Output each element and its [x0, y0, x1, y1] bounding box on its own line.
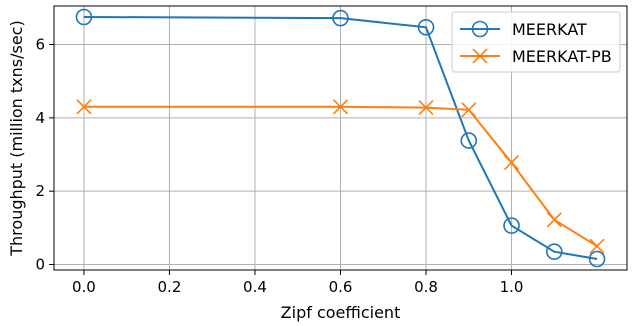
- x-tick-label: 0.6: [329, 278, 353, 296]
- x-tick-label: 0.2: [158, 278, 182, 296]
- legend-marker-meerkat: [471, 20, 489, 38]
- tick-layer: 0.0 0.2 0.4 0.6 0.8 1.0 0 2 4 6: [35, 36, 523, 297]
- x-marker-stroke: [589, 238, 605, 254]
- legend-label-meerkat: MEERKAT: [512, 20, 587, 39]
- data-point-meerkat: [460, 132, 478, 149]
- data-point-meerkat: [546, 243, 563, 260]
- data-point-meerkat-pb: [461, 102, 477, 118]
- data-point-meerkat: [417, 18, 435, 36]
- series-line-meerkat: [83, 16, 598, 260]
- legend: MEERKAT MEERKAT-PB: [451, 11, 621, 73]
- data-point-meerkat-pb: [546, 212, 562, 228]
- x-marker-stroke: [472, 48, 488, 64]
- x-marker-stroke: [546, 212, 562, 228]
- y-axis-label: Throughput (million txns/sec): [7, 20, 26, 256]
- legend-marker-meerkat-pb: [472, 48, 488, 64]
- data-point-meerkat: [75, 8, 93, 26]
- x-tick-label: 0.8: [414, 278, 438, 296]
- x-marker-stroke: [418, 100, 434, 116]
- data-point-meerkat: [332, 9, 349, 27]
- series-layer: [75, 8, 606, 268]
- data-point-meerkat: [588, 250, 606, 268]
- x-tick-label: 1.0: [500, 278, 524, 296]
- x-marker-stroke: [461, 102, 477, 118]
- x-axis-label: Zipf coefficient: [281, 303, 401, 322]
- x-marker-stroke: [503, 155, 520, 171]
- data-point-meerkat-pb: [589, 238, 605, 254]
- x-marker-stroke: [332, 99, 349, 115]
- x-tick-label: 0.0: [72, 278, 96, 296]
- y-tick-label: 4: [35, 109, 45, 127]
- y-tick-label: 6: [35, 36, 45, 54]
- x-tick-label: 0.4: [243, 278, 267, 296]
- data-point-meerkat-pb: [418, 100, 434, 116]
- legend-label-meerkat-pb: MEERKAT-PB: [512, 47, 612, 66]
- x-marker-stroke: [76, 99, 92, 115]
- data-point-meerkat-pb: [332, 99, 349, 115]
- data-point-meerkat-pb: [503, 155, 520, 171]
- y-tick-label: 0: [35, 256, 45, 274]
- y-tick-label: 2: [35, 182, 45, 200]
- data-point-meerkat-pb: [76, 99, 92, 115]
- data-point-meerkat: [503, 217, 520, 234]
